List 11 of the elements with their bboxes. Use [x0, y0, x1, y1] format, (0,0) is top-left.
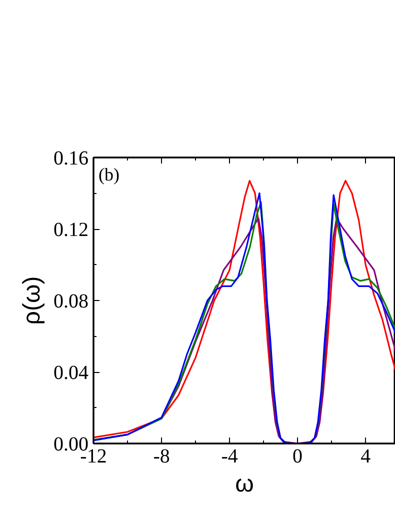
x-tick-label: 0 — [292, 446, 303, 468]
x-tick-label: -4 — [221, 446, 238, 468]
y-tick-label: 0.08 — [54, 290, 88, 312]
x-tick-label: -8 — [153, 446, 170, 468]
y-tick-label: 0.04 — [54, 362, 88, 384]
y-axis-title: ρ(ω) — [18, 276, 46, 325]
x-tick-label: 4 — [360, 446, 371, 468]
x-axis-title: ω — [235, 470, 254, 498]
annotation: (b) — [98, 164, 120, 184]
y-tick-label: 0.12 — [54, 219, 88, 241]
y-tick-label: 0.16 — [54, 148, 88, 170]
